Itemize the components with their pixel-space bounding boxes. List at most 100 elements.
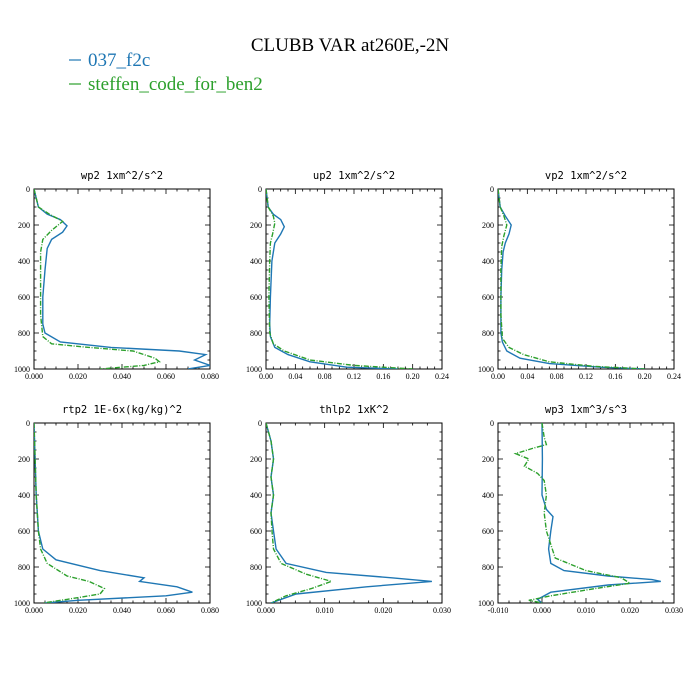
x-tick-label: 0.000 bbox=[533, 606, 551, 615]
y-tick-label: 800 bbox=[482, 329, 494, 338]
panel-title-5: wp3 1xm^3/s^3 bbox=[545, 404, 627, 416]
panel-title-3: rtp2 1E-6x(kg/kg)^2 bbox=[62, 404, 182, 416]
legend-label-0: 037_f2c bbox=[88, 50, 150, 71]
x-tick-label: 0.040 bbox=[113, 606, 131, 615]
series-line-0 bbox=[34, 189, 210, 369]
x-tick-label: 0.08 bbox=[550, 372, 564, 381]
plot-frame-5 bbox=[497, 422, 675, 604]
series-line-1 bbox=[34, 423, 106, 603]
x-tick-label: 0.20 bbox=[406, 372, 420, 381]
y-tick-label: 800 bbox=[18, 563, 30, 572]
y-tick-label: 0 bbox=[490, 185, 494, 194]
y-tick-label: 200 bbox=[18, 455, 30, 464]
x-tick-label: 0.000 bbox=[25, 606, 43, 615]
y-tick-label: 0 bbox=[258, 419, 262, 428]
plot-frame-2 bbox=[497, 188, 675, 370]
y-tick-label: 600 bbox=[482, 293, 494, 302]
series-line-0 bbox=[266, 423, 432, 603]
panel-title-1: up2 1xm^2/s^2 bbox=[313, 170, 395, 182]
x-tick-label: 0.16 bbox=[608, 372, 622, 381]
x-tick-label: 0.24 bbox=[667, 372, 681, 381]
y-tick-label: 800 bbox=[18, 329, 30, 338]
x-tick-label: 0.020 bbox=[69, 606, 87, 615]
series-line-0 bbox=[536, 423, 661, 603]
y-tick-label: 1000 bbox=[14, 599, 30, 608]
x-tick-label: 0.060 bbox=[157, 372, 175, 381]
panel-3: rtp2 1E-6x(kg/kg)^2 0 200 400 600 800 10000.00… bbox=[14, 404, 219, 615]
series-line-0 bbox=[266, 189, 399, 369]
x-tick-label: 0.20 bbox=[638, 372, 652, 381]
y-tick-label: 200 bbox=[482, 221, 494, 230]
y-tick-label: 1000 bbox=[478, 365, 494, 374]
y-tick-label: 1000 bbox=[246, 365, 262, 374]
legend: 037_f2c steffen_code_for_ben2 bbox=[69, 50, 263, 95]
y-tick-label: 0 bbox=[490, 419, 494, 428]
y-tick-label: 400 bbox=[250, 257, 262, 266]
series-line-1 bbox=[266, 189, 413, 369]
x-tick-label: 0.00 bbox=[491, 372, 505, 381]
y-tick-label: 200 bbox=[250, 455, 262, 464]
legend-label-1: steffen_code_for_ben2 bbox=[88, 74, 263, 95]
y-tick-label: 400 bbox=[18, 257, 30, 266]
series-line-0 bbox=[34, 423, 193, 603]
x-tick-label: 0.020 bbox=[69, 372, 87, 381]
x-tick-label: 0.12 bbox=[347, 372, 361, 381]
plot-frame-3 bbox=[33, 422, 211, 604]
y-tick-label: 1000 bbox=[246, 599, 262, 608]
x-tick-label: 0.080 bbox=[201, 606, 219, 615]
y-tick-label: 400 bbox=[250, 491, 262, 500]
x-tick-label: 0.020 bbox=[374, 606, 392, 615]
x-tick-label: 0.080 bbox=[201, 372, 219, 381]
panel-title-0: wp2 1xm^2/s^2 bbox=[81, 170, 163, 182]
x-tick-label: 0.000 bbox=[25, 372, 43, 381]
x-tick-label: 0.24 bbox=[435, 372, 449, 381]
x-tick-label: 0.000 bbox=[257, 606, 275, 615]
x-tick-label: 0.040 bbox=[113, 372, 131, 381]
y-tick-label: 600 bbox=[250, 293, 262, 302]
y-tick-label: 400 bbox=[482, 257, 494, 266]
plot-frame-1 bbox=[265, 188, 443, 370]
series-line-1 bbox=[266, 423, 334, 603]
x-tick-label: 0.010 bbox=[316, 606, 334, 615]
panel-title-4: thlp2 1xK^2 bbox=[319, 404, 389, 416]
y-tick-label: 600 bbox=[482, 527, 494, 536]
y-tick-label: 1000 bbox=[478, 599, 494, 608]
x-tick-label: 0.00 bbox=[259, 372, 273, 381]
x-tick-label: -0.010 bbox=[488, 606, 509, 615]
y-tick-label: 800 bbox=[250, 563, 262, 572]
x-tick-label: 0.04 bbox=[288, 372, 302, 381]
y-tick-label: 400 bbox=[482, 491, 494, 500]
y-tick-label: 200 bbox=[482, 455, 494, 464]
y-tick-label: 800 bbox=[482, 563, 494, 572]
series-line-1 bbox=[34, 189, 161, 369]
x-tick-label: 0.020 bbox=[621, 606, 639, 615]
series-line-1 bbox=[513, 423, 632, 603]
plot-frame-4 bbox=[265, 422, 443, 604]
y-tick-label: 600 bbox=[18, 527, 30, 536]
series-line-0 bbox=[498, 189, 645, 369]
y-tick-label: 0 bbox=[258, 185, 262, 194]
x-tick-label: 0.12 bbox=[579, 372, 593, 381]
x-tick-label: 0.030 bbox=[665, 606, 683, 615]
y-tick-label: 1000 bbox=[14, 365, 30, 374]
x-tick-label: 0.04 bbox=[520, 372, 534, 381]
x-tick-label: 0.16 bbox=[376, 372, 390, 381]
y-tick-label: 0 bbox=[26, 419, 30, 428]
x-tick-label: 0.08 bbox=[318, 372, 332, 381]
y-tick-label: 600 bbox=[18, 293, 30, 302]
series-line-1 bbox=[498, 189, 645, 369]
y-tick-label: 200 bbox=[18, 221, 30, 230]
x-tick-label: 0.030 bbox=[433, 606, 451, 615]
y-tick-label: 600 bbox=[250, 527, 262, 536]
y-tick-label: 400 bbox=[18, 491, 30, 500]
y-tick-label: 800 bbox=[250, 329, 262, 338]
y-tick-label: 200 bbox=[250, 221, 262, 230]
x-tick-label: 0.010 bbox=[577, 606, 595, 615]
figure-title: CLUBB VAR at260E,-2N bbox=[251, 35, 450, 56]
